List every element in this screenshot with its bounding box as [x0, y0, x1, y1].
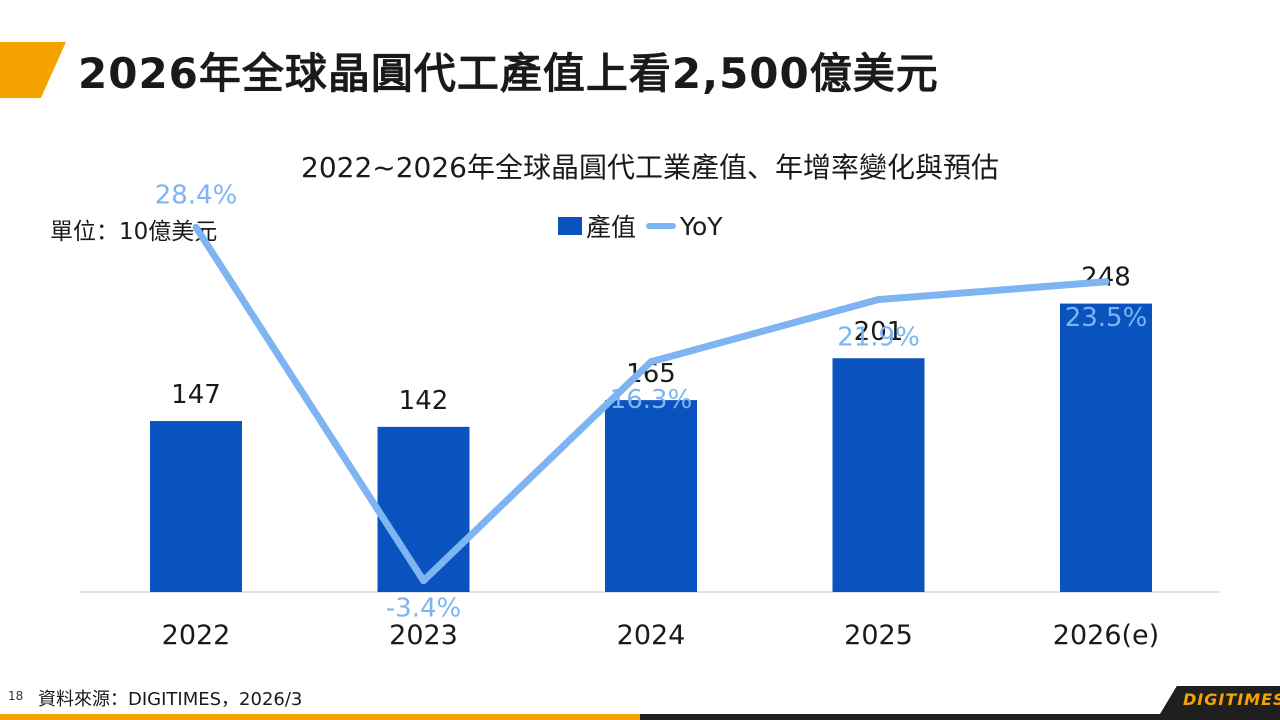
yoy-value-label: 21.9%	[837, 323, 920, 353]
bar-value-label: 248	[1081, 263, 1131, 293]
bar-value-label: 142	[399, 386, 449, 416]
bar-2022	[150, 421, 242, 592]
page-number: 18	[8, 689, 24, 703]
bar-2023	[377, 426, 470, 592]
yoy-point	[420, 577, 427, 585]
footer-dark-bar	[640, 714, 1280, 720]
yoy-point	[1102, 278, 1110, 286]
source-note: 資料來源：DIGITIMES，2026/3	[38, 689, 303, 710]
yoy-point	[192, 223, 200, 231]
yoy-value-label: 28.4%	[155, 180, 238, 210]
yoy-value-label: 16.3%	[610, 385, 693, 415]
legend-line-swatch	[646, 223, 677, 229]
chart-legend: 產值 YoY	[558, 208, 723, 244]
bar-2024	[605, 400, 697, 592]
unit-label: 單位：10億美元	[50, 219, 218, 245]
x-tick-label: 2025	[844, 620, 913, 651]
brand-tab	[1160, 686, 1280, 714]
yoy-value-label: -3.4%	[386, 594, 461, 624]
yoy-point	[875, 296, 882, 304]
digitimes-logo: DIGITIMES	[1183, 690, 1280, 709]
legend-line-label: YoY	[680, 211, 723, 241]
chart-title: 2022~2026年全球晶圓代工業產值、年增率變化與預估	[301, 151, 999, 184]
x-tick-label: 2022	[162, 620, 231, 651]
slide-title: 2026年全球晶圓代工產值上看2,500億美元	[78, 49, 939, 98]
bar-2025	[832, 358, 925, 592]
legend-bar-swatch	[558, 217, 582, 235]
footer-accent-bar	[0, 714, 640, 720]
yoy-point	[647, 358, 655, 366]
bar-value-label: 201	[854, 317, 904, 347]
yoy-value-label: 23.5%	[1065, 303, 1148, 333]
x-tick-label: 2026(e)	[1053, 620, 1159, 651]
x-tick-label: 2024	[617, 620, 686, 651]
x-tick-label: 2023	[389, 620, 458, 651]
bar-2026(e)	[1060, 303, 1152, 592]
legend-bar-label: 產值	[586, 213, 637, 242]
bar-value-label: 147	[171, 380, 221, 410]
